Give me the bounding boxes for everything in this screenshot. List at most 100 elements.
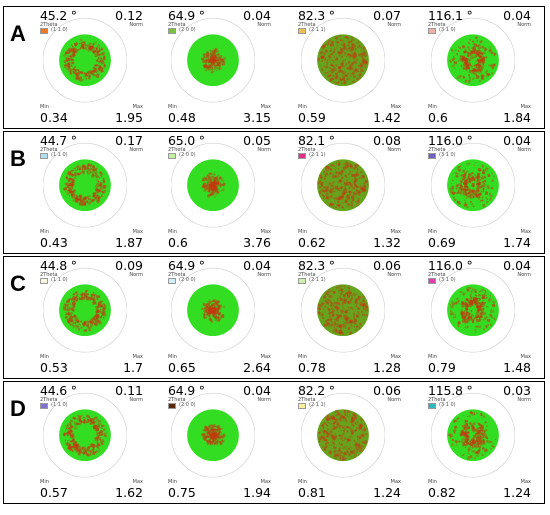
pole-figure: 82.2 ° 2Theta (2 1 1) 0.06 Norm Min 0.81 Max 1.2…	[281, 382, 406, 503]
max-label: Max	[390, 479, 401, 485]
two-theta-angle: 116.0 °	[428, 258, 473, 273]
projection-outline	[171, 267, 255, 353]
phase-color-swatch	[40, 28, 48, 34]
min-label: Min	[40, 354, 49, 360]
max-value: 1.7	[123, 360, 143, 375]
min-label: Min	[168, 479, 177, 485]
two-theta-label: 2Theta	[428, 147, 446, 153]
norm-value: 0.06	[373, 383, 401, 398]
intensity-texture	[448, 410, 497, 460]
phase-color-swatch	[428, 278, 436, 284]
norm-value: 0.04	[243, 258, 271, 273]
projection-outline	[431, 392, 515, 478]
pole-figure: 116.1 ° 2Theta (3 1 0) 0.04 Norm Min 0.6 Max 1.8…	[411, 7, 536, 128]
pole-figure: 64.9 ° 2Theta (2 0 0) 0.04 Norm Min 0.75 Max 1.9…	[151, 382, 276, 503]
pole-figure-plot	[301, 267, 385, 353]
pole-figure: 45.2 ° 2Theta (1 1 0) 0.12 Norm Min 0.34 Max 1.9…	[23, 7, 148, 128]
norm-label: Norm	[387, 397, 401, 403]
intensity-texture	[448, 162, 496, 209]
max-label: Max	[132, 354, 143, 360]
pole-disk	[447, 284, 499, 337]
min-value: 0.75	[168, 485, 196, 500]
phase-color-swatch	[168, 153, 176, 159]
two-theta-label: 2Theta	[298, 147, 316, 153]
max-value: 1.74	[503, 235, 531, 250]
pole-disk	[317, 159, 369, 212]
norm-label: Norm	[387, 272, 401, 278]
projection-outline	[431, 142, 515, 228]
min-label: Min	[168, 354, 177, 360]
miller-index: (2 1 1)	[309, 152, 326, 158]
min-value: 0.79	[428, 360, 456, 375]
norm-label: Norm	[257, 22, 271, 28]
max-value: 1.24	[373, 485, 401, 500]
two-theta-angle: 65.0 °	[168, 133, 205, 148]
intensity-texture	[62, 289, 107, 332]
min-label: Min	[428, 104, 437, 110]
pole-figure-plot	[43, 267, 127, 353]
max-value: 1.48	[503, 360, 531, 375]
miller-index: (2 0 0)	[179, 277, 196, 283]
two-theta-angle: 82.1 °	[298, 133, 335, 148]
min-value: 0.53	[40, 360, 68, 375]
pole-figure-plot	[43, 392, 127, 478]
projection-outline	[431, 17, 515, 103]
max-value: 1.62	[115, 485, 143, 500]
pole-figure: 82.3 ° 2Theta (2 1 1) 0.07 Norm Min 0.59 Max 1.4…	[281, 7, 406, 128]
phase-color-swatch	[298, 153, 306, 159]
phase-color-swatch	[428, 153, 436, 159]
min-label: Min	[40, 229, 49, 235]
pole-figure: 116.0 ° 2Theta (3 1 0) 0.04 Norm Min 0.69 Max 1.…	[411, 132, 536, 253]
max-value: 1.84	[503, 110, 531, 125]
norm-label: Norm	[257, 147, 271, 153]
pole-figure-plot	[431, 267, 515, 353]
norm-label: Norm	[129, 397, 143, 403]
intensity-texture	[317, 34, 369, 87]
pole-figure-plot	[171, 392, 255, 478]
projection-outline	[301, 392, 385, 478]
pole-figure-plot	[301, 17, 385, 103]
pole-figure: 64.9 ° 2Theta (2 0 0) 0.04 Norm Min 0.65 Max 2.6…	[151, 257, 276, 378]
two-theta-angle: 44.6 °	[40, 383, 77, 398]
max-label: Max	[260, 229, 271, 235]
miller-index: (3 1 0)	[439, 27, 456, 33]
miller-index: (2 1 1)	[309, 277, 326, 283]
norm-label: Norm	[517, 147, 531, 153]
min-label: Min	[428, 354, 437, 360]
max-label: Max	[132, 229, 143, 235]
intensity-texture	[200, 423, 226, 446]
max-value: 1.42	[373, 110, 401, 125]
two-theta-angle: 45.2 °	[40, 8, 77, 23]
pole-figure: 44.6 ° 2Theta (1 1 0) 0.11 Norm Min 0.57 Max 1.6…	[23, 382, 148, 503]
pole-figure: 82.1 ° 2Theta (2 1 1) 0.08 Norm Min 0.62 Max 1.3…	[281, 132, 406, 253]
pole-figure-plot	[301, 142, 385, 228]
phase-color-swatch	[40, 403, 48, 409]
max-label: Max	[260, 354, 271, 360]
max-value: 3.76	[243, 235, 271, 250]
max-label: Max	[520, 104, 531, 110]
pole-figure: 64.9 ° 2Theta (2 0 0) 0.04 Norm Min 0.48 Max 3.1…	[151, 7, 276, 128]
max-value: 1.24	[503, 485, 531, 500]
two-theta-label: 2Theta	[40, 147, 58, 153]
norm-value: 0.04	[243, 8, 271, 23]
phase-color-swatch	[298, 403, 306, 409]
min-value: 0.6	[428, 110, 448, 125]
two-theta-angle: 82.2 °	[298, 383, 335, 398]
max-label: Max	[132, 104, 143, 110]
max-label: Max	[520, 354, 531, 360]
norm-value: 0.04	[503, 133, 531, 148]
phase-color-swatch	[298, 28, 306, 34]
norm-label: Norm	[517, 22, 531, 28]
two-theta-label: 2Theta	[428, 22, 446, 28]
two-theta-label: 2Theta	[428, 397, 446, 403]
norm-value: 0.03	[503, 383, 531, 398]
norm-label: Norm	[517, 272, 531, 278]
two-theta-label: 2Theta	[298, 397, 316, 403]
norm-value: 0.04	[503, 8, 531, 23]
intensity-texture	[62, 38, 107, 83]
panel-letter: B	[10, 146, 26, 171]
norm-label: Norm	[129, 272, 143, 278]
max-label: Max	[390, 229, 401, 235]
panel-letter: C	[10, 271, 26, 296]
intensity-texture	[317, 159, 369, 212]
